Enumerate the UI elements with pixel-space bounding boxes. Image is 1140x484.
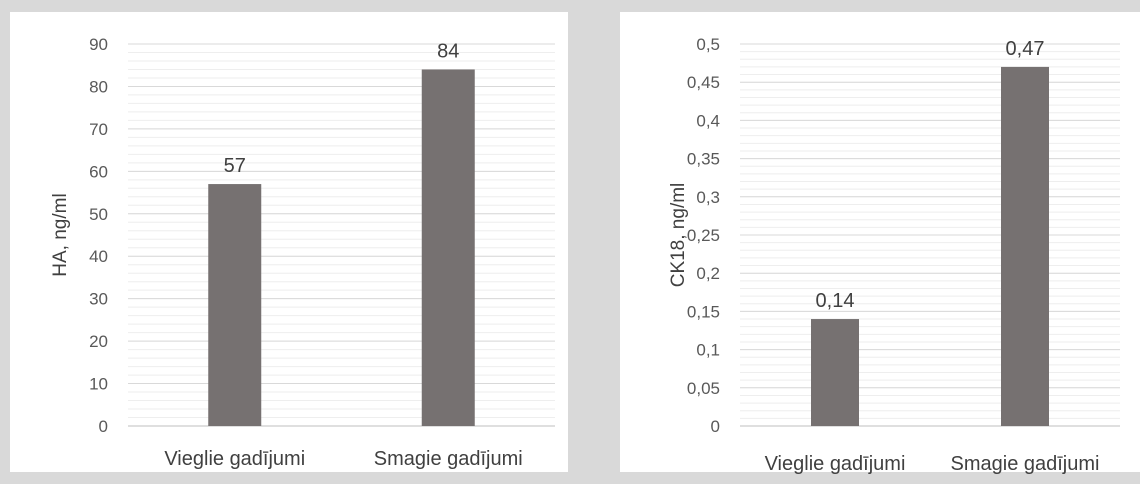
chart-ha: 0 10 20 30 40 50 60 70 80 90 57 Vieglie gadījumi 84 S… [10, 12, 568, 472]
data-label: 84 [437, 40, 459, 62]
y-tick-label: 0,35 [687, 150, 720, 169]
y-tick-label: 0,05 [687, 379, 720, 398]
data-label: 0,14 [816, 290, 855, 312]
y-tick-label: 0,2 [696, 264, 720, 283]
y-tick-label: 30 [89, 290, 108, 309]
y-tick-label: 10 [89, 375, 108, 394]
y-tick-label: 60 [89, 162, 108, 181]
x-category-label: Vieglie gadījumi [164, 448, 305, 470]
data-label: 57 [224, 155, 246, 177]
x-category-label: Smagie gadījumi [951, 453, 1100, 475]
data-label: 0,47 [1006, 38, 1045, 60]
y-tick-label: 0 [99, 417, 108, 436]
y-tick-label: 70 [89, 120, 108, 139]
x-category-label: Smagie gadījumi [374, 448, 523, 470]
y-tick-label: 0,3 [696, 188, 720, 207]
y-tick-label: 0,15 [687, 302, 720, 321]
bar [421, 69, 475, 426]
y-tick-label: 90 [89, 35, 108, 54]
y-tick-label: 0,4 [696, 111, 720, 130]
y-tick-label: 20 [89, 332, 108, 351]
y-axis-title: HA, ng/ml [50, 193, 71, 276]
bar [811, 319, 859, 426]
bar [1001, 66, 1049, 427]
y-tick-label: 0,5 [696, 35, 720, 54]
chart-ck18: 0 0,05 0,1 0,15 0,2 0,25 0,3 0,35 0,4 0,45 0,5 0,14… [620, 12, 1140, 475]
y-tick-label: 0 [711, 417, 720, 436]
y-tick-label: 50 [89, 205, 108, 224]
y-tick-label: 0,45 [687, 73, 720, 92]
y-tick-label: 0,25 [687, 226, 720, 245]
y-tick-label: 40 [89, 247, 108, 266]
y-tick-label: 80 [89, 77, 108, 96]
chart-panel [10, 12, 568, 472]
bar [208, 184, 262, 426]
y-axis-title: CK18, ng/ml [668, 183, 689, 288]
x-category-label: Vieglie gadījumi [765, 453, 906, 475]
y-axis-ticks: 0 10 20 30 40 50 60 70 80 90 [89, 35, 555, 436]
y-tick-label: 0,1 [696, 341, 720, 360]
y-axis-ticks: 0 0,05 0,1 0,15 0,2 0,25 0,3 0,35 0,4 0,45 0,5 [687, 35, 1120, 436]
